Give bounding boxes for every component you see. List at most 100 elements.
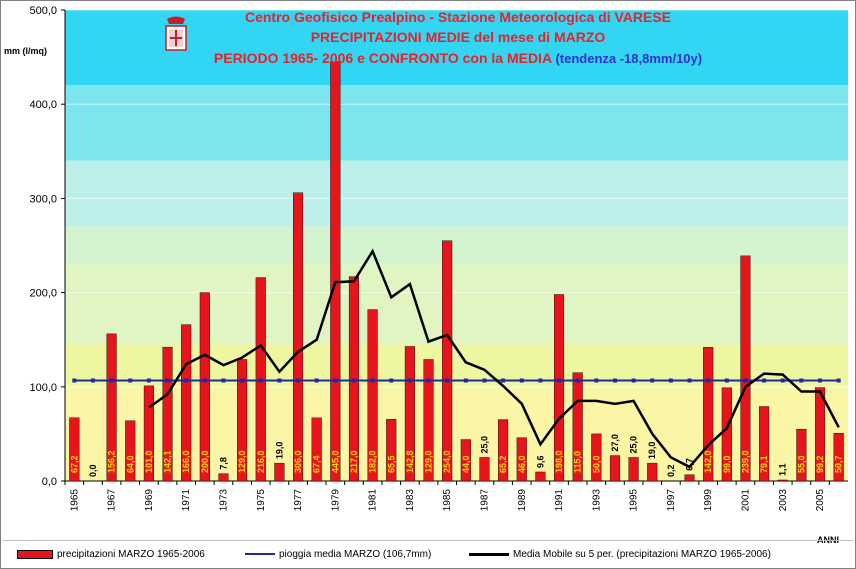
bar-value-label: 27,0: [610, 434, 620, 452]
mean-marker: [128, 378, 133, 383]
bar-value-label: 166,0: [181, 450, 191, 473]
x-tick-label: 1973: [218, 489, 229, 512]
x-tick-label: 1997: [666, 489, 677, 512]
varese-logo: [161, 16, 191, 56]
bar-value-label: 129,0: [237, 450, 247, 473]
bar-value-label: 25,0: [629, 436, 639, 454]
x-tick-label: 1993: [591, 489, 602, 512]
bar-1991: [553, 294, 565, 482]
legend: precipitazioni MARZO 1965-2006 pioggia m…: [3, 540, 853, 566]
bar-value-label: 7,8: [218, 457, 228, 470]
bar-value-label: 156,2: [107, 450, 117, 473]
legend-mean-swatch: [245, 553, 275, 556]
mean-marker: [706, 378, 711, 383]
bar-value-label: 182,0: [368, 450, 378, 473]
bar-1998: [684, 474, 695, 482]
y-tick-label: 0,0: [42, 476, 57, 488]
mean-marker: [575, 378, 580, 383]
bar-value-label: 445,0: [330, 450, 340, 473]
bar-1979: [330, 61, 341, 482]
bar-value-label: 198,0: [554, 450, 564, 473]
bar-1967: [106, 333, 117, 482]
mean-marker: [743, 378, 748, 383]
bar-value-label: 239,0: [740, 450, 750, 473]
bar-value-label: 50,7: [834, 455, 844, 473]
mean-marker: [631, 378, 636, 383]
x-tick-label: 1995: [629, 489, 640, 512]
bar-value-label: 25,0: [479, 436, 489, 454]
bar-1988: [498, 419, 509, 482]
legend-bar-swatch: [17, 549, 53, 559]
bar-1977: [292, 192, 304, 482]
x-tick-label: 1971: [181, 489, 192, 512]
bar-value-label: 200,0: [200, 450, 210, 473]
bar-1973: [218, 473, 229, 482]
bar-1996: [647, 462, 658, 482]
mean-marker: [445, 378, 450, 383]
mean-marker: [407, 378, 412, 383]
bar-value-label: 217,0: [349, 450, 359, 473]
x-tick-label: 1965: [69, 489, 80, 512]
bar-value-label: 216,0: [256, 450, 266, 473]
chart-title-main: PRECIPITAZIONI MEDIE del mese di MARZO: [310, 29, 606, 45]
bar-value-label: 254,0: [442, 450, 452, 473]
bar-1978: [311, 417, 322, 482]
x-tick-label: 2003: [778, 489, 789, 512]
bar-1972: [199, 292, 210, 482]
mean-marker: [109, 378, 114, 383]
bar-value-label: 6,7: [685, 458, 695, 471]
mean-marker: [258, 378, 263, 383]
mean-marker: [296, 378, 301, 383]
bar-value-label: 67,4: [312, 455, 322, 473]
bar-1968: [125, 420, 136, 482]
bar-1992: [572, 372, 583, 482]
bar-value-label: 142,0: [703, 450, 713, 473]
bar-value-label: 79,1: [759, 455, 769, 473]
bar-value-label: 115,0: [573, 451, 583, 473]
y-tick-label: 400,0: [29, 99, 57, 111]
mean-marker: [482, 378, 487, 383]
x-tick-label: 2001: [740, 489, 751, 512]
bar-1982: [386, 419, 397, 482]
mean-marker: [370, 378, 375, 383]
period-text: PERIODO 1965- 2006 e CONFRONTO con la ME…: [213, 50, 552, 66]
bar-value-label: 142,8: [405, 450, 415, 473]
mean-marker: [668, 378, 673, 383]
bar-1981: [367, 309, 378, 482]
mean-marker: [612, 378, 617, 383]
bar-1976: [274, 462, 285, 482]
mean-marker: [277, 378, 282, 383]
bar-1970: [162, 346, 173, 482]
mean-marker: [780, 378, 785, 383]
bar-value-label: 129,0: [424, 450, 434, 473]
mean-marker: [240, 378, 245, 383]
bar-1990: [535, 471, 546, 482]
chart-title-period: PERIODO 1965- 2006 e CONFRONTO con la ME…: [0, 50, 856, 66]
bar-1985: [442, 240, 453, 482]
bar-value-label: 1,1: [778, 463, 788, 476]
bar-value-label: 142,1: [163, 450, 173, 473]
bar-value-label: 64,0: [125, 455, 135, 473]
x-tick-label: 2005: [815, 489, 826, 512]
bar-1983: [404, 346, 415, 482]
bar-value-label: 19,0: [274, 442, 284, 460]
bar-1984: [423, 359, 434, 482]
background-band: [65, 264, 848, 345]
x-tick-label: 1981: [368, 489, 379, 512]
bar-value-label: 65,2: [498, 455, 508, 473]
x-tick-label: 1975: [256, 489, 267, 512]
y-tick-label: 300,0: [29, 193, 57, 205]
mean-marker: [557, 378, 562, 383]
x-tick-label: 1967: [107, 489, 118, 512]
bar-value-label: 50,0: [591, 455, 601, 473]
bar-value-label: 65,5: [386, 455, 396, 473]
mean-marker: [836, 378, 841, 383]
bar-2001: [740, 255, 751, 482]
mean-marker: [687, 378, 692, 383]
y-tick-label: 500,0: [29, 5, 57, 17]
bar-value-label: 55,0: [796, 455, 806, 473]
bar-value-label: 67,2: [69, 455, 79, 473]
mean-marker: [333, 378, 338, 383]
chart-plot: 0,0 100,0 200,0 300,0 400,0 500,0 1965 1967 1969…: [29, 5, 848, 512]
mean-marker: [463, 378, 468, 383]
